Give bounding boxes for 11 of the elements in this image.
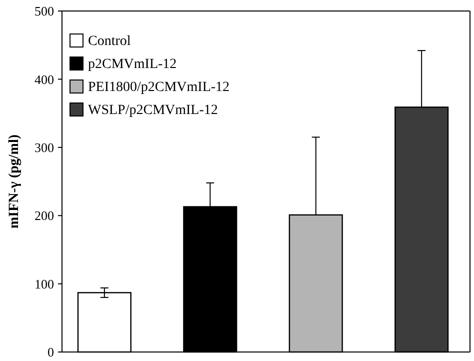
y-tick-label: 500 (34, 4, 54, 19)
y-tick-label: 100 (34, 276, 54, 292)
legend-label: WSLP/p2CMVmIL-12 (88, 102, 218, 118)
y-tick-label: 400 (34, 72, 54, 87)
y-axis-title: mIFN-γ (pg/ml) (7, 134, 22, 229)
legend-label: PEI1800/p2CMVmIL-12 (88, 80, 230, 95)
legend-label: Control (88, 34, 131, 49)
legend-label: p2CMVmIL-12 (88, 56, 177, 72)
y-tick-label: 300 (34, 140, 54, 155)
y-tick-label: 200 (34, 208, 54, 224)
y-tick-label: 0 (48, 344, 54, 360)
